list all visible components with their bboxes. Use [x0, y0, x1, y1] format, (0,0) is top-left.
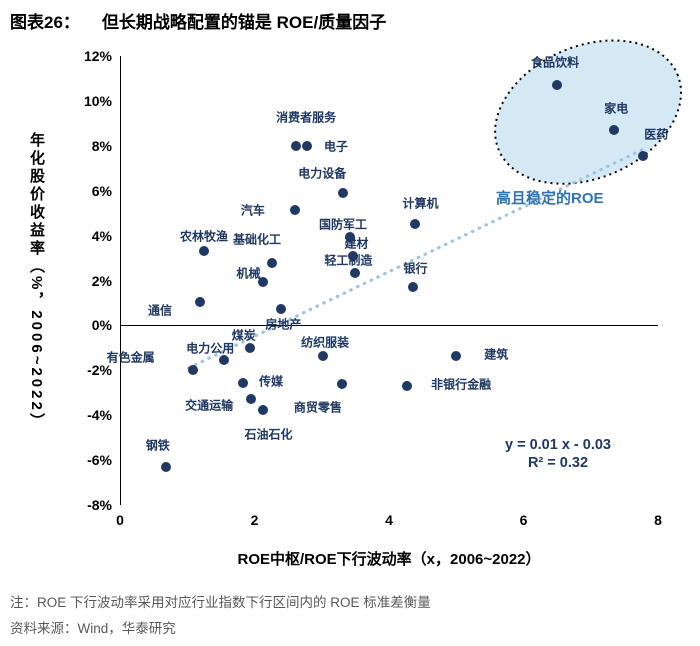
scatter-point	[219, 355, 230, 366]
y-tick-label: 6%	[91, 182, 112, 199]
footnote-method: 注：ROE 下行波动率采用对应行业指数下行区间内的 ROE 标准差衡量	[10, 595, 431, 610]
point-label: 轻工制造	[324, 253, 373, 268]
scatter-point	[318, 350, 329, 361]
point-label: 农林牧渔	[180, 229, 229, 244]
equation-line: y = 0.01 x - 0.03	[504, 437, 611, 453]
x-axis-zero-line	[120, 325, 658, 326]
point-label: 机械	[236, 266, 261, 281]
x-tick-label: 8	[654, 512, 662, 528]
scatter-point	[199, 246, 210, 257]
y-tick-label: 0%	[91, 317, 112, 334]
x-axis-title: ROE中枢/ROE下行波动率（x，2006~2022）	[237, 551, 541, 568]
scatter-point	[291, 140, 302, 151]
scatter-point	[244, 342, 255, 353]
y-tick-label: -2%	[87, 362, 112, 379]
figure-number: 图表26：	[10, 13, 80, 32]
point-label: 电子	[323, 139, 348, 154]
y-tick-label: -8%	[87, 497, 112, 513]
scatter-point	[276, 303, 287, 314]
scatter-point	[402, 381, 413, 391]
scatter-point	[289, 204, 300, 215]
figure-footnotes: 注：ROE 下行波动率采用对应行业指数下行区间内的 ROE 标准差衡量 资料来源…	[10, 590, 431, 642]
x-tick-label: 6	[519, 512, 528, 528]
point-label: 交通运输	[185, 398, 234, 413]
y-tick-label: 4%	[91, 227, 112, 244]
y-tick-label: 10%	[83, 92, 112, 109]
scatter-point	[552, 80, 563, 91]
point-label: 石油石化	[244, 427, 293, 442]
scatter-point	[336, 378, 347, 389]
point-label: 电力设备	[298, 166, 347, 181]
scatter-point	[638, 150, 649, 161]
point-label: 商贸零售	[293, 400, 342, 415]
scatter-point	[609, 125, 620, 136]
point-label: 电力公用	[186, 341, 235, 356]
x-tick-label: 4	[385, 512, 393, 528]
y-axis-title: 年化股价收益率（%，2006~2022）	[28, 131, 45, 431]
trend-line	[186, 146, 648, 370]
point-label: 有色金属	[106, 350, 155, 365]
scatter-point	[246, 394, 257, 405]
high-stable-roe-annotation: 高且稳定的ROE	[496, 190, 604, 207]
figure-title-text: 但长期战略配置的锚是 ROE/质量因子	[101, 13, 387, 32]
regression-equation: y = 0.01 x - 0.03 R² = 0.32	[488, 436, 628, 472]
point-label: 国防军工	[318, 217, 367, 232]
point-label: 建材	[344, 236, 369, 251]
point-label: 医药	[644, 127, 669, 142]
scatter-point	[451, 350, 462, 361]
point-label: 计算机	[402, 196, 439, 211]
x-tick-label: 2	[250, 512, 259, 528]
scatter-point	[160, 461, 171, 472]
r-squared-line: R² = 0.32	[527, 455, 589, 471]
scatter-point	[409, 219, 420, 230]
point-label: 通信	[148, 303, 173, 318]
x-tick-label: 0	[116, 512, 124, 528]
high-roe-highlight-ellipse	[494, 39, 682, 185]
point-label: 房地产	[265, 317, 302, 332]
point-label: 基础化工	[232, 232, 281, 247]
scatter-point	[238, 377, 249, 388]
point-label: 煤炭	[231, 328, 256, 343]
scatter-point	[338, 187, 349, 198]
point-label: 非银行金融	[431, 377, 492, 392]
point-label: 纺织服装	[301, 335, 350, 350]
y-axis-line	[120, 56, 121, 505]
point-label: 银行	[403, 261, 428, 276]
point-label: 食品饮料	[531, 55, 580, 70]
y-tick-label: 12%	[83, 48, 112, 64]
scatter-point	[195, 296, 206, 307]
scatter-point	[301, 140, 312, 151]
footnote-source: 资料来源：Wind，华泰研究	[10, 621, 176, 636]
y-tick-label: -4%	[87, 407, 112, 424]
point-label: 汽车	[240, 203, 265, 218]
point-label: 建筑	[484, 347, 509, 362]
y-tick-label: 8%	[91, 137, 112, 154]
point-label: 家电	[604, 101, 629, 116]
y-tick-label: 2%	[91, 272, 112, 289]
scatter-point	[257, 404, 268, 415]
point-label: 消费者服务	[276, 110, 337, 125]
point-label: 传媒	[259, 374, 284, 389]
scatter-point	[187, 365, 198, 376]
point-label: 钢铁	[145, 438, 170, 453]
figure-title: 图表26： 但长期战略配置的锚是 ROE/质量因子	[10, 8, 386, 33]
scatter-point	[407, 282, 418, 293]
y-tick-label: -6%	[87, 452, 112, 469]
scatter-point	[266, 257, 277, 268]
scatter-point	[350, 267, 361, 278]
